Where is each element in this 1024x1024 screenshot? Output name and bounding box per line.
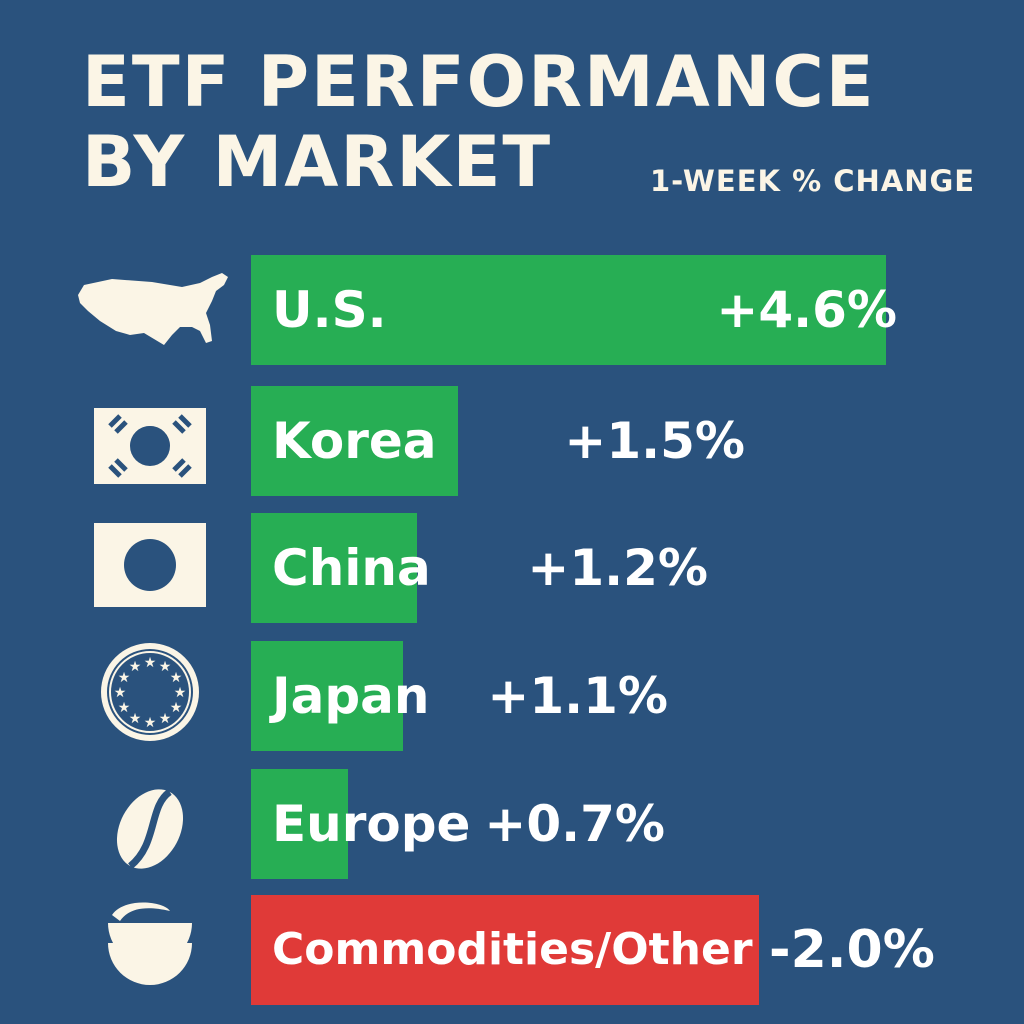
category-label: Korea: [272, 412, 437, 470]
bar: [251, 386, 459, 496]
value-label: +1.1%: [487, 667, 668, 725]
category-label: U.S.: [272, 281, 387, 339]
korea-flag-icon: [72, 386, 232, 496]
japan-flag-icon: [72, 513, 232, 623]
category-label: Japan: [272, 667, 430, 725]
svg-text:★: ★: [118, 700, 131, 716]
svg-text:★: ★: [170, 700, 183, 716]
svg-text:★: ★: [129, 711, 142, 727]
value-label: +1.5%: [564, 412, 745, 470]
title-line-1: ETF PERFORMANCE: [82, 41, 876, 123]
svg-text:★: ★: [170, 670, 183, 686]
category-label: Commodities/Other: [272, 924, 753, 975]
bar-row: Korea +1.5%: [0, 386, 1024, 496]
chart-subtitle: 1-WEEK % CHANGE: [650, 164, 976, 198]
bar-row: Europe +0.7%: [0, 769, 1024, 879]
svg-text:★: ★: [118, 670, 131, 686]
bar-row: U.S. +4.6%: [0, 255, 1024, 365]
bar-row: Commodities/Other -2.0%: [0, 895, 1024, 1005]
svg-text:★: ★: [144, 655, 157, 671]
value-label: +1.2%: [527, 539, 708, 597]
svg-text:★: ★: [159, 659, 172, 675]
svg-text:★: ★: [129, 659, 142, 675]
svg-text:★: ★: [114, 685, 127, 701]
value-label: +4.6%: [716, 281, 897, 339]
svg-text:★: ★: [159, 711, 172, 727]
title-line-2: BY MARKET: [82, 121, 553, 203]
chart-title: ETF PERFORMANCE BY MARKET: [82, 42, 876, 202]
category-label: Europe: [272, 795, 471, 853]
bar: [251, 769, 348, 879]
value-label: -2.0%: [769, 920, 935, 980]
bar: [251, 895, 759, 1005]
eu-stars-icon: ★ ★ ★ ★ ★ ★ ★ ★ ★ ★ ★ ★: [72, 641, 232, 751]
category-label: China: [272, 539, 431, 597]
coffee-bean-icon: [72, 769, 232, 879]
bowl-icon: [72, 895, 232, 1005]
bar-row: ★ ★ ★ ★ ★ ★ ★ ★ ★ ★ ★ ★ Japan +1.1%: [0, 641, 1024, 751]
bar: [251, 513, 417, 623]
value-label: +0.7%: [484, 795, 665, 853]
bar: [251, 255, 886, 365]
usa-map-icon: [72, 255, 232, 365]
svg-text:★: ★: [144, 715, 157, 731]
svg-text:★: ★: [174, 685, 187, 701]
bar: [251, 641, 403, 751]
bar-row: China +1.2%: [0, 513, 1024, 623]
